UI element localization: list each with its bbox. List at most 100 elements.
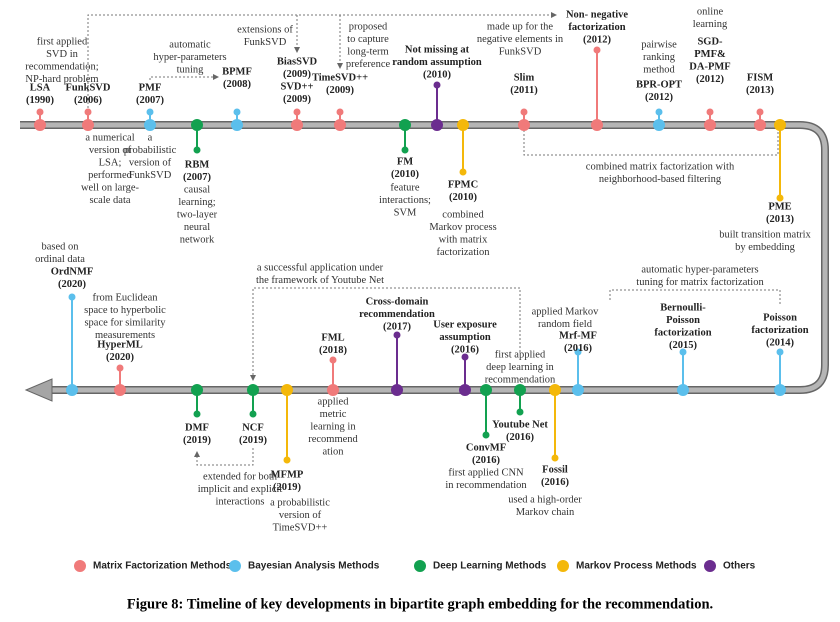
- node-note: SVM: [394, 207, 417, 218]
- node-note: ation: [323, 446, 345, 457]
- node-dot: [459, 384, 471, 396]
- legend-label: Deep Learning Methods: [433, 561, 547, 572]
- node-pin: [756, 108, 764, 116]
- annotation: negative elements in: [477, 34, 564, 45]
- node-note: factorization: [436, 247, 490, 258]
- node-label: (2016): [451, 344, 479, 355]
- annotation: neighborhood-based filtering: [599, 174, 722, 185]
- node-note: random field: [538, 319, 593, 330]
- node-pin: [593, 46, 601, 54]
- node-label: factorization: [568, 22, 625, 33]
- node-label: (2009): [283, 69, 311, 80]
- node-note: interactions;: [379, 195, 431, 206]
- annotation: tuning: [177, 64, 205, 75]
- node-label: (2007): [183, 172, 211, 183]
- node-pin: [461, 353, 469, 361]
- node-label: (2018): [319, 345, 347, 356]
- annotation: tuning for matrix factorization: [636, 277, 764, 288]
- node-note: learning;: [178, 197, 215, 208]
- annotation: implicit and explicit: [198, 484, 283, 495]
- node-dot: [82, 119, 94, 131]
- node-label: Slim: [514, 72, 535, 83]
- node-dot: [774, 384, 786, 396]
- legend-label: Markov Process Methods: [576, 561, 697, 572]
- node-label: BiasSVD: [277, 56, 318, 67]
- legend-swatch: [414, 560, 426, 572]
- node-label: User exposure: [433, 319, 497, 330]
- node-note: well on large-: [81, 182, 140, 193]
- node-label: PMF: [139, 82, 162, 93]
- node-label: ConvMF: [466, 442, 506, 453]
- connector: [523, 130, 779, 156]
- node-label: (2013): [746, 85, 774, 96]
- track-line: [20, 122, 828, 393]
- node-pin: [84, 108, 92, 116]
- legend-swatch: [74, 560, 86, 572]
- node-label: (2014): [766, 337, 794, 348]
- node-pin: [116, 364, 124, 372]
- annotation: extensions of: [237, 24, 293, 35]
- node-dot: [66, 384, 78, 396]
- node-label: Fossil: [542, 464, 568, 475]
- node-note: used a high-order: [508, 494, 582, 505]
- node-note: space for similarity: [84, 317, 166, 328]
- legend: Matrix Factorization Methods Bayesian Ana…: [74, 560, 756, 572]
- node-label: LSA: [30, 82, 51, 93]
- node-dot: [518, 119, 530, 131]
- annotation: FunkSVD: [499, 46, 542, 57]
- node-label: (2009): [326, 85, 354, 96]
- node-note: applied Markov: [532, 306, 600, 317]
- node-dot: [247, 384, 259, 396]
- node-note: Markov process: [429, 222, 496, 233]
- node-note: network: [180, 234, 215, 245]
- node-label: (2006): [74, 95, 102, 106]
- node-pin: [655, 108, 663, 116]
- node-note: learning in: [310, 421, 356, 432]
- node-note: first applied CNN: [448, 467, 524, 478]
- node-label: FunkSVD: [66, 82, 111, 93]
- node-note: ordinal data: [35, 254, 85, 265]
- node-label: (2016): [506, 432, 534, 443]
- node-note: metric: [320, 409, 347, 420]
- node-dot: [514, 384, 526, 396]
- node-note: a numerical: [85, 132, 134, 143]
- node-label: RBM: [185, 159, 210, 170]
- node-dot: [457, 119, 469, 131]
- legend-label: Matrix Factorization Methods: [93, 561, 232, 572]
- node-dot: [480, 384, 492, 396]
- node-label: recommendation: [359, 309, 435, 320]
- node-note: online: [697, 6, 724, 17]
- node-label: (2008): [223, 79, 251, 90]
- connector: [149, 74, 219, 80]
- node-pin: [193, 410, 201, 418]
- annotation: automatic: [169, 39, 211, 50]
- node-note: method: [643, 64, 675, 75]
- annotation: extended for both: [203, 471, 278, 482]
- node-label: (2011): [510, 85, 538, 96]
- node-pin: [283, 456, 291, 464]
- node-pin: [146, 108, 154, 116]
- node-label: SGD-: [697, 36, 723, 47]
- node-label: (2010): [423, 69, 451, 80]
- node-pin: [516, 408, 524, 416]
- node-label: (2019): [183, 435, 211, 446]
- node-label: PME: [768, 201, 791, 212]
- node-label: (2017): [383, 321, 411, 332]
- node-label: (2012): [583, 34, 611, 45]
- node-label: (2016): [541, 477, 569, 488]
- node-note: ranking: [643, 52, 676, 63]
- node-pin: [68, 293, 76, 301]
- node-label: FISM: [747, 72, 773, 83]
- legend-label: Bayesian Analysis Methods: [248, 561, 380, 572]
- node-pin: [193, 146, 201, 154]
- node-dot: [677, 384, 689, 396]
- node-label: (1990): [26, 95, 54, 106]
- node-label: Not missing at: [405, 44, 470, 55]
- node-label: (2012): [696, 74, 724, 85]
- node-label: (2009): [283, 94, 311, 105]
- node-label: (2010): [391, 169, 419, 180]
- connector: [87, 12, 557, 108]
- annotation: interactions: [216, 496, 265, 507]
- annotation: a successful application under: [257, 262, 384, 273]
- node-label: HyperML: [97, 339, 143, 350]
